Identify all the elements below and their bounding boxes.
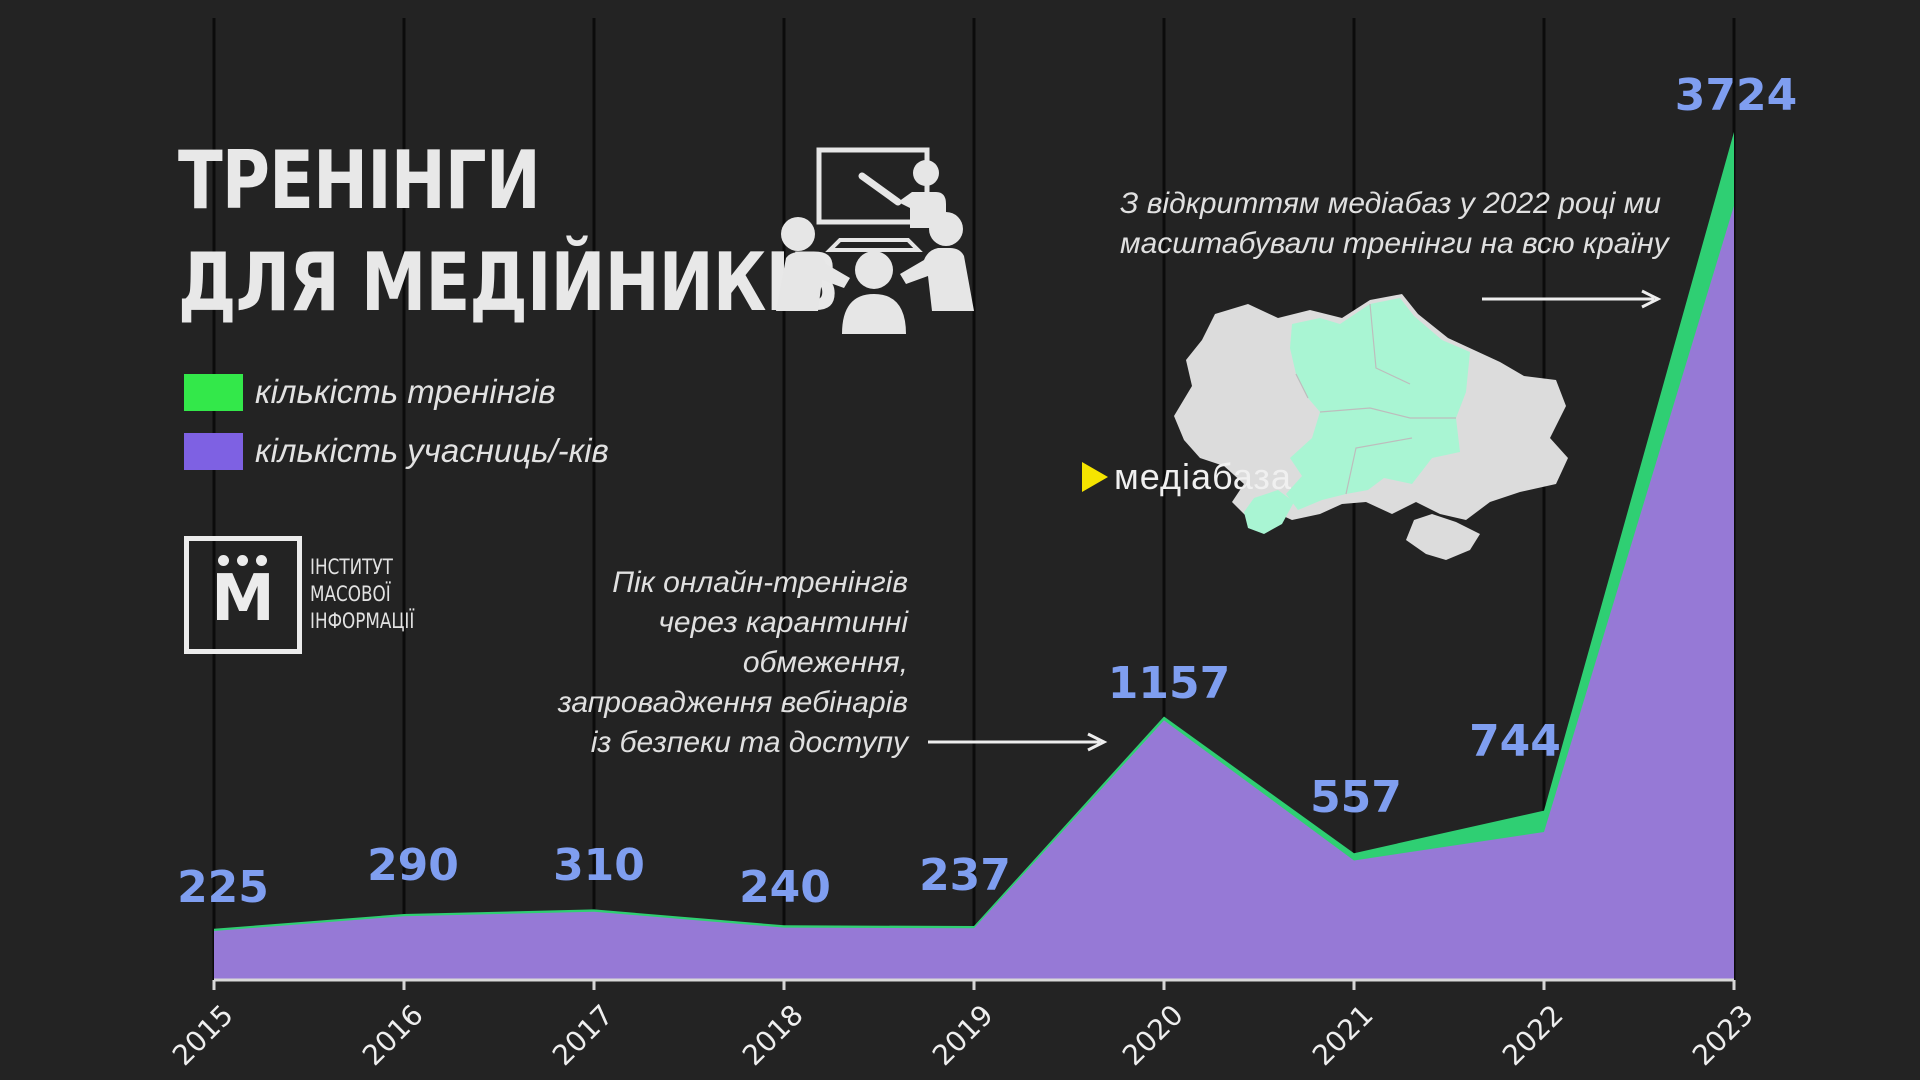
x-tick-label: 2019 [926,998,1000,1072]
logo-line-2: МАСОВОЇ [310,582,391,606]
annotation-peak-line-3: обмеження, [742,646,908,679]
x-tick-label: 2015 [166,998,240,1072]
legend-label-trainings: кількість тренінгів [255,373,556,410]
logo-dots [218,555,267,566]
x-tick-label: 2018 [736,998,810,1072]
x-tick-label: 2021 [1306,998,1380,1072]
arrow-right-icon [928,732,1108,752]
data-label-2017: 310 [553,840,645,891]
x-tick-label: 2016 [356,998,430,1072]
x-tick-label: 2017 [546,998,620,1072]
data-label-2019: 237 [919,850,1011,901]
map-highlight-south [1244,490,1294,534]
data-label-2020: 1157 [1108,658,1230,709]
data-labels: 225 290 310 240 237 1157 557 744 3724 [177,70,1797,913]
logo-line-3: ІНФОРМАЦІЇ [310,609,415,633]
mediabaza-logo: медіабаза [1082,456,1292,498]
map-highlight-regions [1286,298,1470,510]
x-axis: 2015 2016 2017 2018 2019 2020 2021 2022 2023 [166,978,1760,1072]
annotation-mediabase: З відкриттям медіабаз у 2022 році ми мас… [1120,184,1669,264]
chart-areas [214,132,1734,981]
title-line-1: ТРЕНІНГИ [178,134,541,227]
logo-line-1: ІНСТИТУТ [310,555,393,579]
title-line-2: ДЛЯ МЕДІЙНИКІВ [178,236,839,329]
x-tick-label: 2020 [1116,998,1190,1072]
legend-item-trainings: кількість тренінгів [184,372,556,412]
x-tick-label: 2022 [1496,998,1570,1072]
area-series-participants [214,205,1734,981]
annotation-peak: Пік онлайн-тренінгів через карантинні об… [520,563,908,763]
legend-label-participants: кількість учасниць/-ків [255,432,609,469]
data-label-2022: 744 [1469,716,1561,767]
annotation-peak-line-1: Пік онлайн-тренінгів [612,566,908,599]
legend-item-participants: кількість учасниць/-ків [184,431,609,471]
x-tick-label: 2023 [1686,998,1760,1072]
data-label-2016: 290 [367,840,459,891]
annotation-mediabase-line-1: З відкриттям медіабаз у 2022 році ми [1120,187,1661,220]
logo-wordmark: ІНСТИТУТ МАСОВОЇ ІНФОРМАЦІЇ [310,554,414,635]
data-label-2015: 225 [177,862,269,913]
arrow-right-icon [1482,289,1662,309]
ukraine-map-icon [1174,294,1568,560]
data-label-2021: 557 [1310,772,1402,823]
data-label-2023: 3724 [1675,70,1797,121]
annotation-peak-line-4: запровадження вебінарів [557,686,908,719]
mediabaza-mark-icon [1082,462,1108,492]
logo-letter: М [211,562,275,636]
annotation-peak-line-5: із безпеки та доступу [590,726,908,759]
data-label-2018: 240 [739,862,831,913]
presentation-training-icon [776,147,974,334]
annotation-peak-line-2: через карантинні [658,606,908,639]
annotation-mediabase-line-2: масштабували тренінги на всю країну [1120,227,1669,260]
mediabaza-label: медіабаза [1114,456,1292,497]
imi-logo: М [184,536,302,654]
legend-swatch-trainings [184,373,243,411]
crimea [1406,514,1480,560]
legend-swatch-participants [184,432,243,470]
